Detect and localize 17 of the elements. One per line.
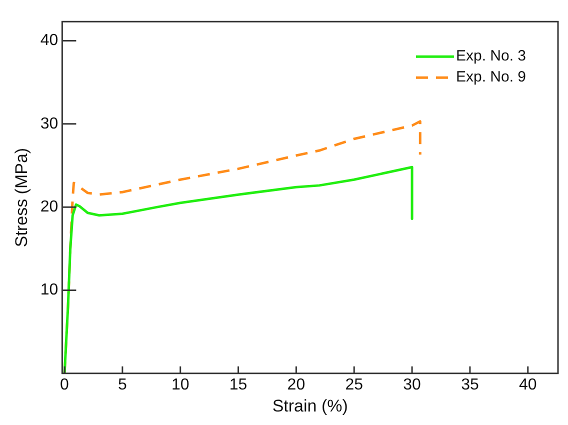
x-axis-title: Strain (%) (272, 396, 348, 416)
x-tick-label: 5 (118, 376, 127, 394)
legend-label: Exp. No. 9 (456, 68, 526, 86)
x-tick-label: 15 (229, 376, 248, 394)
y-tick-label: 40 (40, 32, 58, 50)
x-tick-label: 20 (287, 376, 306, 394)
x-tick-label: 40 (518, 376, 537, 394)
legend-label: Exp. No. 3 (456, 48, 526, 65)
x-tick-label: 25 (345, 376, 364, 394)
y-axis-title: Stress (MPa) (12, 148, 31, 248)
x-tick-label: 10 (171, 376, 190, 394)
x-tick-label: 0 (60, 376, 70, 394)
y-tick-label: 10 (40, 282, 58, 299)
y-tick-label: 20 (40, 198, 58, 216)
y-tick-label: 30 (40, 115, 58, 132)
x-tick-label: 35 (461, 376, 479, 394)
x-tick-label: 30 (403, 376, 422, 394)
